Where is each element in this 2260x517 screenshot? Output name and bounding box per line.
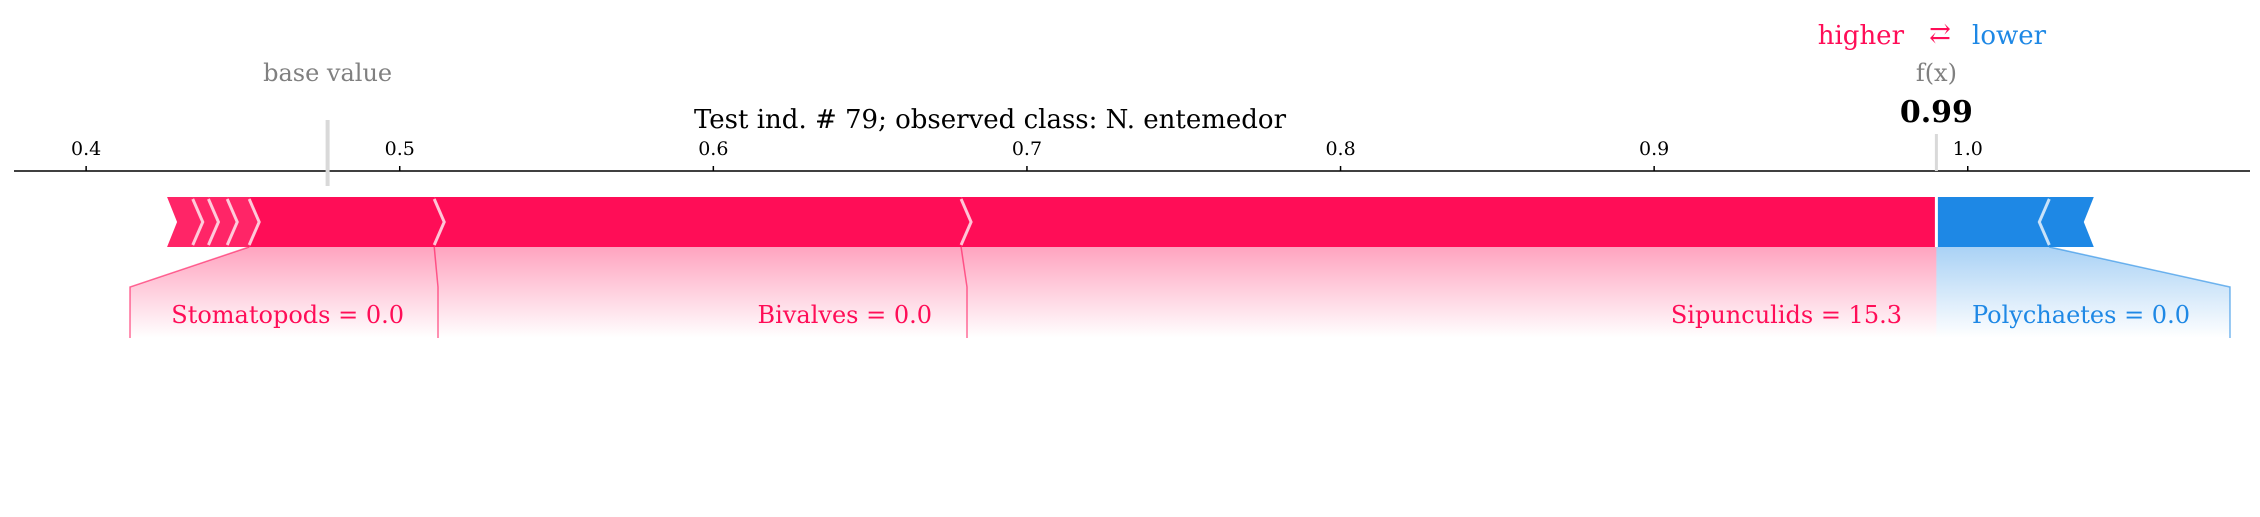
feature-fade	[961, 247, 1937, 338]
feature-separator	[2037, 198, 2051, 246]
positive-feature-bar	[208, 197, 238, 247]
x-tick-label: 0.7	[1012, 138, 1042, 160]
x-tick-label: 0.6	[698, 138, 728, 160]
x-tick-label: 0.5	[385, 138, 415, 160]
feature-separator	[247, 198, 261, 246]
feature-label: Bivalves = 0.0	[758, 301, 932, 329]
positive-feature-bar	[434, 197, 972, 247]
feature-label: Polychaetes = 0.0	[1972, 301, 2190, 329]
feature-fade	[1936, 247, 2230, 338]
x-tick-label: 1.0	[1953, 138, 1983, 160]
fx-value: 0.99	[1900, 95, 1973, 130]
positive-feature-bar	[961, 197, 1937, 247]
legend-lower: lower	[1972, 21, 2047, 51]
feature-separator	[959, 198, 973, 246]
feature-separator	[207, 198, 221, 246]
positive-feature-bar	[249, 197, 445, 247]
x-tick-label: 0.4	[71, 138, 101, 160]
legend-arrow-icon: ⇄	[1929, 19, 1951, 49]
feature-connector	[2049, 246, 2231, 338]
base-value-label: base value	[263, 59, 392, 87]
feature-fade	[130, 247, 438, 338]
negative-feature-bar	[2039, 197, 2094, 247]
feature-separator	[432, 198, 446, 246]
feature-label: Stomatopods = 0.0	[171, 301, 404, 329]
legend-higher: higher	[1818, 21, 1905, 51]
feature-connector	[129, 246, 250, 338]
chart-title: Test ind. # 79; observed class: N. entem…	[694, 105, 1287, 135]
positive-feature-bar	[227, 197, 260, 247]
feature-fade	[434, 247, 968, 338]
x-tick-label: 0.9	[1639, 138, 1669, 160]
positive-feature-bar	[167, 197, 203, 247]
feature-separator	[191, 198, 205, 246]
negative-feature-bar	[1936, 197, 2050, 247]
fx-label: f(x)	[1916, 59, 1957, 87]
x-tick-label: 0.8	[1325, 138, 1355, 160]
feature-label: Sipunculids = 15.3	[1671, 301, 1902, 329]
feature-separator	[225, 198, 239, 246]
